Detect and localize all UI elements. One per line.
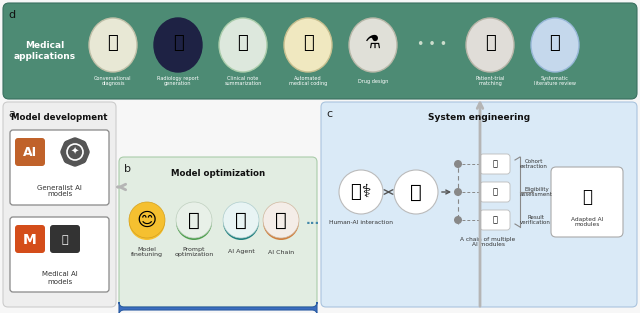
Text: d: d: [8, 10, 15, 20]
Text: Medical
applications: Medical applications: [14, 41, 76, 61]
Text: AI Chain: AI Chain: [268, 249, 294, 254]
FancyBboxPatch shape: [3, 102, 116, 307]
Text: 📋: 📋: [493, 215, 497, 224]
Ellipse shape: [531, 18, 579, 72]
Text: ✋: ✋: [173, 34, 184, 52]
Circle shape: [64, 155, 72, 163]
Text: Conversational
diagnosis: Conversational diagnosis: [94, 76, 132, 86]
FancyBboxPatch shape: [480, 154, 510, 174]
Text: 🖥: 🖥: [410, 182, 422, 202]
Ellipse shape: [154, 18, 202, 72]
Text: ⚗: ⚗: [365, 34, 381, 52]
Text: ●: ●: [229, 208, 253, 236]
Ellipse shape: [466, 18, 514, 72]
Text: Result
verification: Result verification: [520, 215, 551, 225]
Ellipse shape: [349, 18, 397, 72]
FancyBboxPatch shape: [50, 225, 80, 253]
Text: M: M: [24, 233, 36, 247]
Circle shape: [64, 141, 72, 149]
Text: Patient-trial
matching: Patient-trial matching: [476, 76, 505, 86]
Text: 💬: 💬: [108, 34, 118, 52]
Text: Cohort
extraction: Cohort extraction: [520, 159, 548, 169]
Circle shape: [263, 204, 299, 240]
FancyBboxPatch shape: [119, 302, 317, 313]
Text: 📋: 📋: [237, 34, 248, 52]
FancyBboxPatch shape: [480, 182, 510, 202]
Circle shape: [339, 170, 383, 214]
Circle shape: [176, 204, 212, 240]
FancyBboxPatch shape: [551, 167, 623, 237]
Text: AI Agent: AI Agent: [228, 249, 254, 254]
Circle shape: [71, 158, 79, 166]
FancyBboxPatch shape: [480, 210, 510, 230]
Text: Adapted AI
modules: Adapted AI modules: [571, 217, 603, 228]
Circle shape: [454, 160, 462, 168]
FancyBboxPatch shape: [10, 130, 109, 205]
Text: ●: ●: [135, 208, 159, 236]
Circle shape: [176, 202, 212, 238]
Text: Model optimization: Model optimization: [171, 168, 265, 177]
Text: M: M: [23, 233, 37, 247]
Circle shape: [129, 202, 165, 238]
Circle shape: [454, 188, 462, 196]
FancyBboxPatch shape: [321, 102, 637, 307]
Text: ✦: ✦: [71, 147, 79, 157]
Text: ●: ●: [182, 208, 206, 236]
Circle shape: [78, 141, 86, 149]
Text: ...: ...: [306, 213, 320, 227]
Text: 🦙: 🦙: [61, 235, 68, 245]
Text: Medical AI
models: Medical AI models: [42, 271, 77, 285]
Text: System engineering: System engineering: [428, 114, 530, 122]
Text: 📋: 📋: [493, 160, 497, 168]
Text: ●: ●: [269, 208, 293, 236]
Circle shape: [61, 148, 69, 156]
Text: Model
finetuning: Model finetuning: [131, 247, 163, 257]
FancyBboxPatch shape: [15, 225, 45, 253]
Circle shape: [81, 148, 89, 156]
Circle shape: [454, 216, 462, 224]
Circle shape: [263, 202, 299, 238]
Text: 👥: 👥: [484, 34, 495, 52]
FancyBboxPatch shape: [3, 3, 637, 99]
Circle shape: [67, 144, 83, 160]
Text: Human-AI interaction: Human-AI interaction: [329, 219, 393, 224]
Text: AI: AI: [23, 146, 37, 160]
Text: • • •: • • •: [417, 38, 447, 52]
Text: 😊: 😊: [137, 211, 157, 229]
FancyBboxPatch shape: [15, 138, 45, 166]
Text: 💊: 💊: [303, 34, 314, 52]
Text: 👩‍⚕️: 👩‍⚕️: [351, 183, 371, 201]
FancyBboxPatch shape: [10, 217, 109, 292]
Text: 🤖: 🤖: [582, 188, 592, 206]
Text: Drug design: Drug design: [358, 79, 388, 84]
Ellipse shape: [284, 18, 332, 72]
Ellipse shape: [219, 18, 267, 72]
Circle shape: [71, 138, 79, 146]
FancyBboxPatch shape: [119, 157, 317, 307]
Text: Generalist AI
models: Generalist AI models: [37, 184, 82, 198]
Circle shape: [78, 155, 86, 163]
Text: a: a: [8, 109, 15, 119]
Text: Systematic
literature review: Systematic literature review: [534, 76, 576, 86]
Text: 🔗: 🔗: [235, 211, 247, 229]
Text: c: c: [326, 109, 332, 119]
Text: A chain of multiple
AI modules: A chain of multiple AI modules: [460, 237, 516, 247]
Text: Clinical note
summarization: Clinical note summarization: [224, 76, 262, 86]
Text: Model development: Model development: [12, 114, 108, 122]
Text: Eligibility
assessment: Eligibility assessment: [520, 187, 553, 198]
Ellipse shape: [89, 18, 137, 72]
Text: Automated
medical coding: Automated medical coding: [289, 76, 327, 86]
Text: b: b: [124, 164, 131, 174]
Text: 📋: 📋: [493, 187, 497, 197]
Circle shape: [394, 170, 438, 214]
Text: 🦜: 🦜: [188, 211, 200, 229]
Text: 🔍: 🔍: [550, 34, 561, 52]
Text: Prompt
optimization: Prompt optimization: [174, 247, 214, 257]
Circle shape: [223, 204, 259, 240]
Text: Radiology report
generation: Radiology report generation: [157, 76, 199, 86]
Circle shape: [129, 204, 165, 240]
Text: 🤖: 🤖: [275, 211, 287, 229]
Circle shape: [61, 138, 89, 166]
Circle shape: [223, 202, 259, 238]
